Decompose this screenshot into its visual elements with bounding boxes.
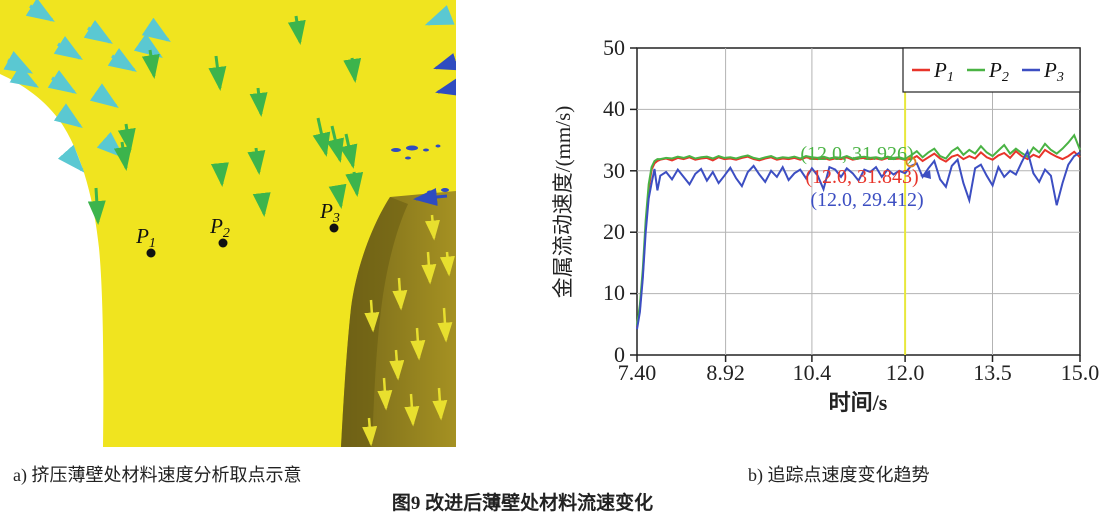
velocity-arrow [312, 117, 331, 157]
caption-panel-a: a) 挤压薄壁处材料速度分析取点示意 [13, 465, 302, 485]
velocity-arrow [439, 251, 455, 277]
x-tick-3: 12.0 [886, 360, 925, 385]
velocity-arrow [9, 64, 40, 88]
tracked-point-p1: P1 [135, 224, 156, 258]
y-tick-labels: 0 10 20 30 40 50 [603, 35, 625, 367]
y-tick-40: 40 [603, 96, 625, 121]
velocity-arrow [339, 133, 358, 169]
velocity-arrow [208, 55, 227, 91]
x-tick-0: 7.40 [618, 360, 657, 385]
curve-p1 [636, 148, 1081, 328]
x-tick-1: 8.92 [706, 360, 745, 385]
point-dot-p1 [146, 248, 156, 258]
point-label-p1: P1 [135, 224, 156, 251]
y-tick-30: 30 [603, 158, 625, 183]
velocity-arrow [83, 19, 113, 44]
velocity-arrow [252, 192, 271, 217]
tracked-point-p3: P3 [319, 199, 340, 233]
velocity-arrow [345, 171, 364, 197]
velocity-arrow [433, 53, 456, 71]
x-tick-2: 10.4 [793, 360, 832, 385]
point-dot-p2 [218, 238, 228, 248]
speck [391, 148, 401, 152]
curve-p2 [636, 133, 1081, 326]
velocity-arrow [247, 147, 266, 175]
velocity-arrow [141, 49, 160, 79]
legend-box [902, 47, 1081, 93]
speck [406, 145, 418, 151]
x-tick-5: 15.0 [1061, 360, 1100, 385]
x-axis-label: 时间/s [829, 390, 888, 415]
velocity-arrow [410, 327, 426, 361]
point-label-p2: P2 [209, 214, 230, 241]
x-tick-4: 13.5 [973, 360, 1012, 385]
air-specks [391, 144, 449, 194]
speck [441, 188, 449, 192]
plot-area [636, 47, 1081, 356]
velocity-arrow [432, 387, 448, 421]
velocity-arrow [421, 251, 437, 285]
speck [435, 144, 441, 148]
velocity-arrow [343, 57, 362, 83]
tick-marks [630, 47, 1081, 362]
velocity-arrow [424, 5, 455, 26]
velocity-arrow [364, 299, 380, 333]
annotation-p2: (12.0, 31.926) [800, 143, 913, 165]
speck [427, 190, 433, 194]
velocity-arrow [107, 47, 137, 72]
legend-label-p1: P1 [933, 58, 954, 85]
velocity-arrow [377, 377, 393, 411]
velocity-arrow [25, 0, 55, 22]
velocity-arrow [435, 78, 456, 96]
velocity-arrow [389, 349, 405, 381]
y-tick-20: 20 [603, 219, 625, 244]
velocity-arrow [133, 33, 163, 59]
y-tick-50: 50 [603, 35, 625, 60]
velocity-arrow [404, 393, 420, 427]
velocity-arrow [141, 17, 171, 42]
speck [423, 148, 429, 152]
legend: P1 P2 P3 [902, 47, 1081, 93]
velocity-arrow [53, 35, 83, 60]
velocity-arrow [437, 307, 453, 343]
y-tick-10: 10 [603, 280, 625, 305]
simulation-image: P1 P2 P3 [0, 0, 456, 447]
velocity-arrows [3, 0, 456, 447]
velocity-arrow [362, 417, 378, 447]
legend-label-p2: P2 [988, 58, 1009, 85]
highlight-point-marker [905, 156, 917, 168]
velocity-arrow [53, 103, 83, 129]
velocity-arrow [392, 277, 408, 311]
tracked-point-p2: P2 [209, 214, 230, 248]
velocity-arrow [413, 188, 448, 206]
caption-panel-b: b) 追踪点速度变化趋势 [748, 465, 930, 485]
billet-body [0, 0, 456, 447]
velocity-arrow [210, 162, 229, 187]
figure-caption: 图9 改进后薄壁处材料流速变化 [391, 493, 654, 514]
velocity-arrow [117, 123, 136, 153]
x-tick-labels: 7.40 8.92 10.4 12.0 13.5 15.0 [618, 360, 1100, 385]
annotation-p1: (12.0, 31.843) [805, 166, 918, 188]
velocity-arrow [328, 183, 347, 209]
point-label-p3: P3 [319, 199, 340, 226]
velocity-arrow [287, 15, 306, 45]
velocity-arrow [326, 125, 344, 163]
speck [405, 156, 411, 160]
legend-label-p3: P3 [1043, 58, 1064, 85]
point-annotations: (12.0, 31.926) (12.0, 31.843) (12.0, 29.… [800, 143, 923, 211]
annotation-p3: (12.0, 29.412) [810, 189, 923, 211]
y-axis-label: 金属流动速度/(mm/s) [551, 106, 575, 299]
velocity-arrow [113, 141, 132, 171]
velocity-arrow [249, 87, 268, 117]
velocity-arrow [89, 83, 119, 109]
y-tick-0: 0 [614, 342, 625, 367]
velocity-chart: 0 10 20 30 40 50 7.40 8.92 10.4 12.0 13.… [551, 35, 1100, 415]
annotation-pointer-icon [920, 170, 931, 179]
velocity-arrow [425, 214, 440, 241]
velocity-arrow [57, 144, 85, 173]
velocity-arrow [47, 69, 77, 94]
velocity-arrow [87, 187, 106, 225]
point-dot-p3 [329, 223, 339, 233]
curve-p3 [636, 148, 1081, 330]
